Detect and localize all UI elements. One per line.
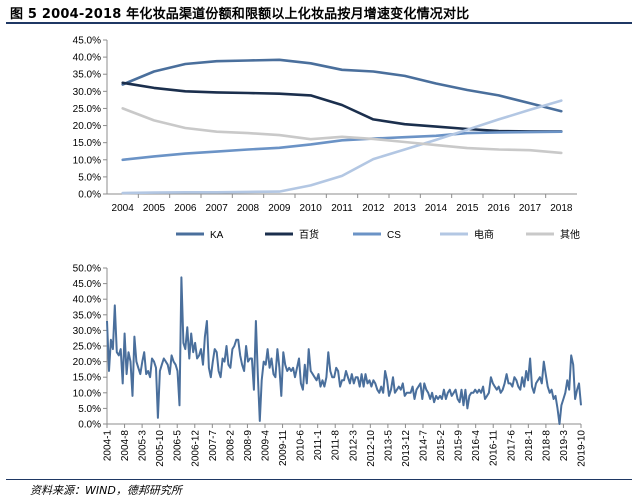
chart1-x-tick-label: 2013 (394, 203, 417, 214)
legend-label: CS (387, 230, 401, 241)
chart2-y-tick-label: 15.0% (73, 373, 101, 384)
chart1-x-tick-label: 2006 (174, 203, 197, 214)
chart2-x-tick-label: 2009-4 (261, 430, 272, 462)
chart2-x-tick-label: 2013-12 (401, 430, 412, 467)
figure-title: 图 5 2004-2018 年化妆品渠道份额和限额以上化妆品按月增速变化情况对比 (10, 7, 470, 22)
source-rule (6, 479, 632, 480)
chart2-x-tick-label: 2018-1 (524, 430, 535, 462)
chart1-y-tick-label: 30.0% (73, 87, 101, 98)
chart2-x-tick-label: 2018-8 (541, 430, 552, 462)
chart2-x-tick-label: 2019-10 (577, 430, 588, 467)
chart2-y-tick-label: 25.0% (73, 342, 101, 353)
charts-canvas: 0.0% 5.0% 10.0% 15.0% 20.0% 25.0% 30.0% 35.0% 40… (73, 36, 588, 467)
chart2-y-tick-label: 5.0% (78, 404, 101, 415)
chart2-y-tick-label: 0.0% (78, 420, 101, 431)
chart2-y-tick-label: 45.0% (73, 279, 101, 290)
chart2-y-tick-label: 10.0% (73, 388, 101, 399)
chart1-x-tick-label: 2016 (488, 203, 511, 214)
chart2-x-tick-label: 2015-2 (436, 430, 447, 462)
chart1-y-tick-label: 25.0% (73, 104, 101, 115)
chart2-y-tick-label: 20.0% (73, 357, 101, 368)
chart2-y-tick-label: 50.0% (73, 264, 101, 275)
chart1-y-tick-label: 0.0% (78, 190, 101, 201)
chart1-x-tick-label: 2005 (143, 203, 166, 214)
chart1-series-line (121, 99, 563, 195)
chart2-x-tick-label: 2004-8 (120, 430, 131, 462)
chart2-x-tick-label: 2006-12 (190, 430, 201, 467)
chart2-x-tick-label: 2012-10 (366, 430, 377, 467)
chart2-x-tick-label: 2015-9 (454, 430, 465, 462)
chart2-x-tick-label: 2019-3 (559, 430, 570, 462)
chart2-x-tick-label: 2011-8 (331, 430, 342, 461)
chart2-x-tick-label: 2014-7 (419, 430, 430, 462)
chart1-y-tick-label: 35.0% (73, 70, 101, 81)
chart2-x-tick-label: 2006-5 (173, 430, 184, 462)
chart2-x-tick-label: 2013-5 (383, 430, 394, 462)
chart1-y-tick-label: 45.0% (73, 36, 101, 47)
chart1-series-line (121, 58, 563, 113)
chart2-x-tick-label: 2007-7 (208, 430, 219, 462)
chart1-y-tick-label: 15.0% (73, 138, 101, 149)
chart2-y-tick-label: 35.0% (73, 310, 101, 321)
chart1-y-tick-label: 5.0% (78, 172, 101, 183)
chart1-y-tick-label: 40.0% (73, 53, 101, 64)
chart2-x-tick-label: 2011-1 (313, 430, 324, 461)
chart1-x-tick-label: 2009 (268, 203, 291, 214)
chart2-x-tick-label: 2005-10 (155, 430, 166, 467)
chart1-series-line (121, 107, 563, 155)
chart2-x-tick-label: 2008-9 (243, 430, 254, 462)
chart2-x-tick-label: 2016-11 (489, 430, 500, 466)
chart1-x-tick-label: 2010 (300, 203, 323, 214)
chart2-x-tick-label: 2008-2 (225, 430, 236, 462)
chart2-x-tick-label: 2017-6 (506, 430, 517, 462)
chart2-x-tick-label: 2016-4 (471, 430, 482, 462)
chart1-x-tick-label: 2004 (112, 203, 135, 214)
chart1-series-line (121, 81, 563, 133)
legend-label: KA (210, 230, 224, 241)
chart1-x-tick-label: 2017 (519, 203, 542, 214)
chart1-y-tick-label: 10.0% (73, 155, 101, 166)
chart2-x-tick-label: 2005-3 (138, 430, 149, 462)
legend-label: 其他 (560, 228, 580, 241)
chart2-y-tick-label: 40.0% (73, 295, 101, 306)
source-note: 资料来源：WIND，德邦研究所 (30, 484, 182, 497)
chart2-x-tick-label: 2012-3 (348, 430, 359, 462)
chart2-y-tick-label: 30.0% (73, 326, 101, 337)
chart1-x-tick-label: 2011 (331, 203, 353, 214)
chart1-x-tick-label: 2018 (550, 203, 573, 214)
legend-label: 百货 (299, 228, 319, 241)
legend-label: 电商 (474, 228, 494, 241)
chart1-x-tick-label: 2012 (362, 203, 385, 214)
chart2-x-tick-label: 2004-1 (103, 430, 114, 462)
chart2-series-line (106, 276, 582, 425)
chart1-y-tick-label: 20.0% (73, 121, 101, 132)
chart2-x-tick-label: 2009-11 (278, 430, 289, 466)
chart1-x-tick-label: 2007 (206, 203, 229, 214)
chart1-x-tick-label: 2008 (237, 203, 260, 214)
chart1-x-tick-label: 2014 (425, 203, 448, 214)
chart2-x-tick-label: 2010-6 (296, 430, 307, 462)
title-rule (6, 22, 632, 24)
chart1-x-tick-label: 2015 (456, 203, 479, 214)
chart1-series-line (121, 130, 563, 162)
